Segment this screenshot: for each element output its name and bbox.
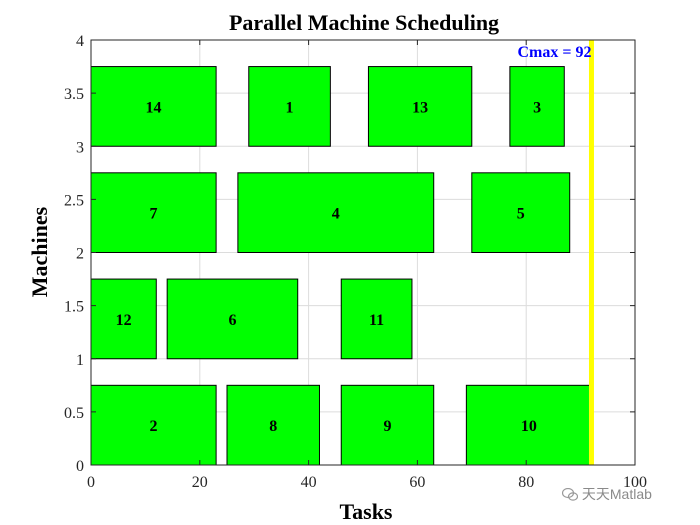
x-tick-label: 80 (518, 474, 534, 491)
task-bar-14 (90, 66, 217, 147)
task-label-10: 10 (521, 418, 537, 435)
task-bar-13 (367, 66, 473, 147)
task-bars: 2 8 9 10 12 6 11 7 4 5 14 1 13 3 (90, 66, 592, 466)
task-bar-8 (226, 384, 320, 466)
task-bar-12 (90, 278, 157, 360)
task-label-1: 1 (286, 99, 294, 116)
y-tick-label: 4 (76, 33, 84, 50)
x-tick-label: 40 (301, 474, 317, 491)
task-label-7: 7 (150, 206, 158, 223)
y-tick-label: 0.5 (64, 405, 84, 422)
watermark-text: 天天Matlab (581, 486, 652, 502)
task-label-9: 9 (383, 418, 391, 435)
x-tick-label: 20 (192, 474, 208, 491)
task-bar-9 (340, 384, 435, 466)
task-bar-4 (237, 172, 435, 253)
task-label-2: 2 (150, 418, 158, 435)
task-label-6: 6 (228, 312, 236, 329)
y-tick-label: 0 (76, 458, 84, 475)
x-tick-label: 60 (409, 474, 425, 491)
wechat-icon (561, 486, 582, 502)
task-bar-10 (465, 384, 592, 466)
task-label-13: 13 (412, 99, 428, 116)
y-tick-label: 1 (76, 352, 84, 369)
y-tick-label: 2.5 (64, 192, 84, 209)
chart-title: Parallel Machine Scheduling (229, 10, 499, 35)
task-label-14: 14 (146, 99, 162, 116)
y-tick-label: 1.5 (64, 299, 84, 316)
x-axis-label: Tasks (339, 499, 392, 524)
task-label-5: 5 (517, 206, 525, 223)
axis-ticks: 0 20 40 60 80 100 0 0.5 1 1.5 2 2.5 3 3.5 4 (64, 33, 647, 491)
watermark: 天天Matlab (561, 484, 652, 504)
y-tick-label: 3.5 (64, 86, 84, 103)
task-label-4: 4 (332, 206, 340, 223)
x-tick-label: 0 (87, 474, 95, 491)
cmax-marker: Cmax = 92 (517, 40, 594, 465)
task-label-8: 8 (269, 418, 277, 435)
x-tick-label: 100 (623, 474, 647, 491)
y-tick-label: 2 (76, 246, 84, 263)
y-tick-label: 3 (76, 139, 84, 156)
cmax-label: Cmax = 92 (517, 44, 591, 61)
task-bar-5 (471, 172, 571, 253)
task-bar-6 (166, 278, 299, 360)
task-bar-11 (340, 278, 413, 360)
task-label-11: 11 (369, 312, 384, 329)
task-bar-1 (248, 66, 331, 147)
task-bar-7 (90, 172, 217, 253)
task-bar-3 (509, 66, 565, 147)
y-axis-label: Machines (27, 206, 52, 297)
task-label-3: 3 (533, 99, 541, 116)
task-label-12: 12 (116, 312, 132, 329)
